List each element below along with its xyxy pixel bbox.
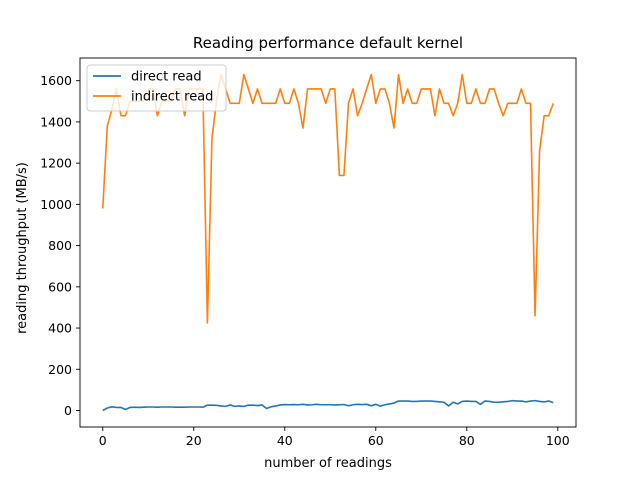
- y-tick-label: 1200: [40, 156, 72, 171]
- x-tick-label: 100: [546, 433, 570, 448]
- y-axis-title: reading throughput (MB/s): [15, 162, 30, 334]
- chart-title: Reading performance default kernel: [193, 34, 463, 52]
- y-tick-label: 1600: [40, 73, 72, 88]
- y-tick-label: 1000: [40, 197, 72, 212]
- x-tick-label: 40: [277, 433, 293, 448]
- series-line-direct-read: [102, 399, 554, 412]
- y-tick-label: 0: [64, 403, 72, 418]
- x-axis: 0 20 40 60 80 100: [99, 427, 570, 448]
- legend: direct read indirect read: [86, 64, 227, 112]
- x-tick-label: 20: [186, 433, 202, 448]
- plot-frame: [79, 57, 577, 428]
- legend-box: [86, 64, 227, 112]
- y-tick-label: 800: [48, 238, 72, 253]
- legend-label: direct read: [131, 70, 202, 85]
- y-tick-label: 200: [48, 362, 72, 377]
- x-tick-label: 60: [368, 433, 384, 448]
- x-axis-title: number of readings: [264, 456, 392, 471]
- x-tick-label: 80: [459, 433, 475, 448]
- x-tick-label: 0: [99, 433, 107, 448]
- y-tick-label: 1400: [40, 114, 72, 129]
- y-tick-label: 400: [48, 321, 72, 336]
- legend-label: indirect read: [131, 90, 213, 105]
- y-axis: 0 200 400 600 800 1000 1200 1400 1600: [40, 73, 80, 418]
- y-tick-label: 600: [48, 279, 72, 294]
